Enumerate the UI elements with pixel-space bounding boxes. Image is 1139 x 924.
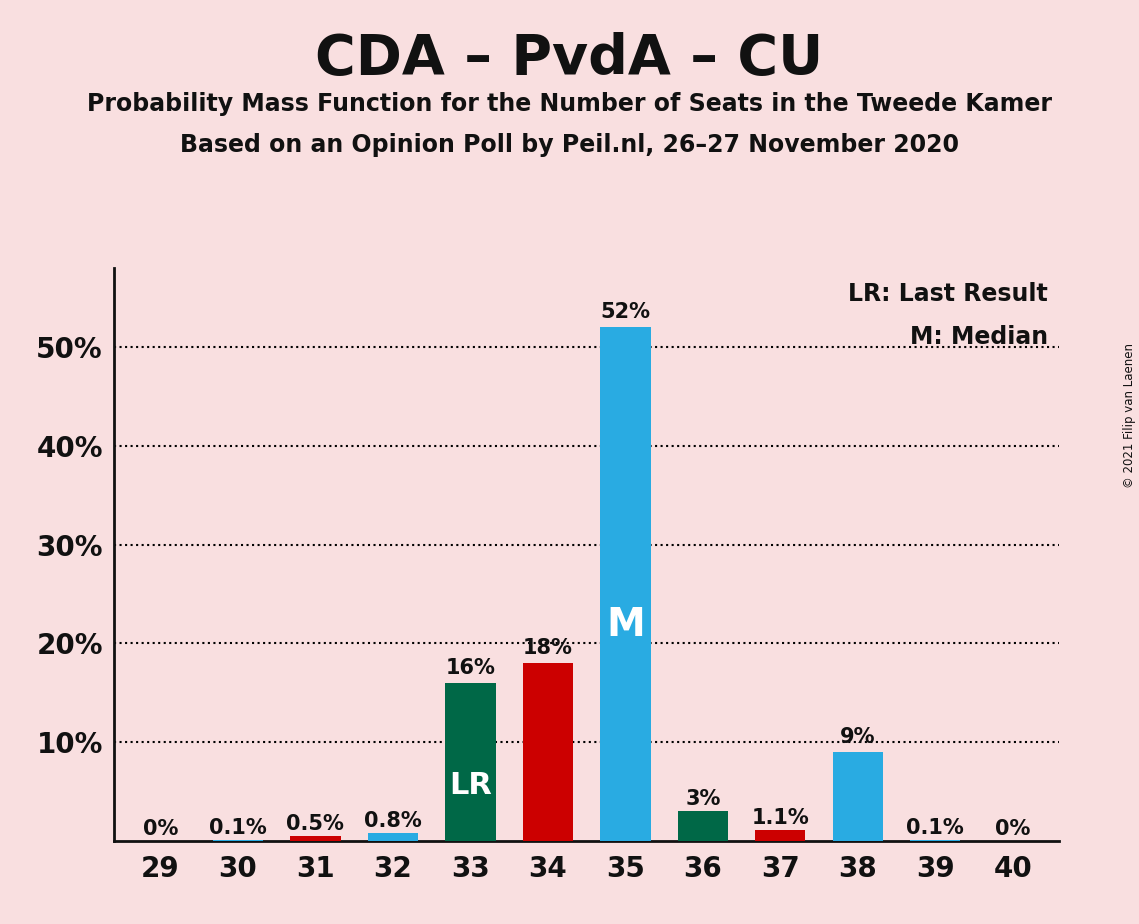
Bar bbox=[213, 840, 263, 841]
Bar bbox=[755, 830, 805, 841]
Text: 0.1%: 0.1% bbox=[210, 818, 267, 838]
Bar bbox=[833, 752, 883, 841]
Bar bbox=[290, 836, 341, 841]
Text: 0.8%: 0.8% bbox=[364, 811, 421, 831]
Text: 3%: 3% bbox=[686, 789, 721, 809]
Text: 52%: 52% bbox=[600, 302, 650, 322]
Bar bbox=[523, 663, 573, 841]
Text: LR: Last Result: LR: Last Result bbox=[847, 283, 1048, 306]
Text: 9%: 9% bbox=[841, 727, 876, 747]
Text: CDA – PvdA – CU: CDA – PvdA – CU bbox=[316, 32, 823, 86]
Text: LR: LR bbox=[449, 771, 492, 800]
Text: 1.1%: 1.1% bbox=[752, 808, 809, 828]
Bar bbox=[445, 683, 495, 841]
Text: 0.1%: 0.1% bbox=[907, 818, 964, 838]
Text: Based on an Opinion Poll by Peil.nl, 26–27 November 2020: Based on an Opinion Poll by Peil.nl, 26–… bbox=[180, 133, 959, 157]
Bar bbox=[368, 833, 418, 841]
Text: 0%: 0% bbox=[142, 819, 178, 839]
Text: 0%: 0% bbox=[995, 819, 1031, 839]
Bar bbox=[678, 811, 728, 841]
Text: © 2021 Filip van Laenen: © 2021 Filip van Laenen bbox=[1123, 344, 1136, 488]
Text: M: M bbox=[606, 606, 645, 644]
Bar bbox=[600, 327, 650, 841]
Bar bbox=[910, 840, 960, 841]
Text: 16%: 16% bbox=[445, 658, 495, 678]
Text: 18%: 18% bbox=[523, 638, 573, 658]
Text: M: Median: M: Median bbox=[910, 325, 1048, 349]
Text: Probability Mass Function for the Number of Seats in the Tweede Kamer: Probability Mass Function for the Number… bbox=[87, 92, 1052, 116]
Text: 0.5%: 0.5% bbox=[286, 814, 344, 834]
